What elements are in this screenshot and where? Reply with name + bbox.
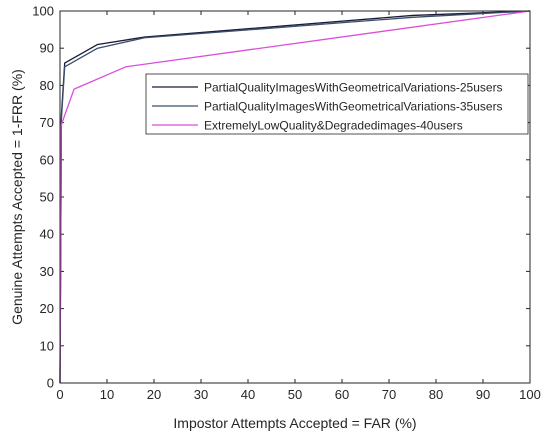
y-tick-label: 40 bbox=[40, 227, 54, 242]
x-tick-label: 30 bbox=[194, 387, 208, 402]
x-tick-label: 20 bbox=[147, 387, 161, 402]
legend: PartialQualityImagesWithGeometricalVaria… bbox=[145, 73, 529, 135]
x-axis-ticks: 0 10 20 30 40 50 60 70 80 90 100 bbox=[56, 11, 541, 402]
y-axis-ticks: 0 10 20 30 40 50 60 70 80 90 100 bbox=[32, 4, 530, 391]
y-tick-label: 50 bbox=[40, 190, 54, 205]
y-tick-label: 60 bbox=[40, 152, 54, 167]
legend-label-3: ExtremelyLowQuality&Degradedimages-40use… bbox=[204, 119, 463, 133]
y-tick-label: 0 bbox=[47, 376, 54, 391]
legend-box bbox=[145, 73, 529, 135]
x-tick-label: 90 bbox=[476, 387, 490, 402]
y-tick-label: 10 bbox=[40, 338, 54, 353]
x-tick-label: 40 bbox=[241, 387, 255, 402]
x-tick-label: 100 bbox=[519, 387, 541, 402]
y-tick-label: 100 bbox=[32, 4, 54, 19]
y-tick-label: 20 bbox=[40, 301, 54, 316]
y-tick-label: 70 bbox=[40, 115, 54, 130]
series-line-3 bbox=[59, 10, 531, 384]
x-tick-label: 60 bbox=[335, 387, 349, 402]
y-tick-label: 90 bbox=[40, 41, 54, 56]
legend-label-2: PartialQualityImagesWithGeometricalVaria… bbox=[204, 100, 503, 114]
x-tick-label: 0 bbox=[56, 387, 63, 402]
plot-frame bbox=[59, 10, 531, 384]
x-tick-label: 50 bbox=[288, 387, 302, 402]
y-tick-label: 80 bbox=[40, 78, 54, 93]
x-axis-label: Impostor Attempts Accepted = FAR (%) bbox=[173, 415, 416, 431]
y-axis-label: Genuine Attempts Accepted = 1-FRR (%) bbox=[9, 69, 25, 325]
x-tick-label: 80 bbox=[429, 387, 443, 402]
legend-label-1: PartialQualityImagesWithGeometricalVaria… bbox=[204, 81, 503, 95]
series-layer bbox=[59, 10, 531, 384]
series-line-2 bbox=[59, 10, 531, 384]
x-tick-label: 10 bbox=[100, 387, 114, 402]
y-tick-label: 30 bbox=[40, 264, 54, 279]
x-tick-label: 70 bbox=[382, 387, 396, 402]
